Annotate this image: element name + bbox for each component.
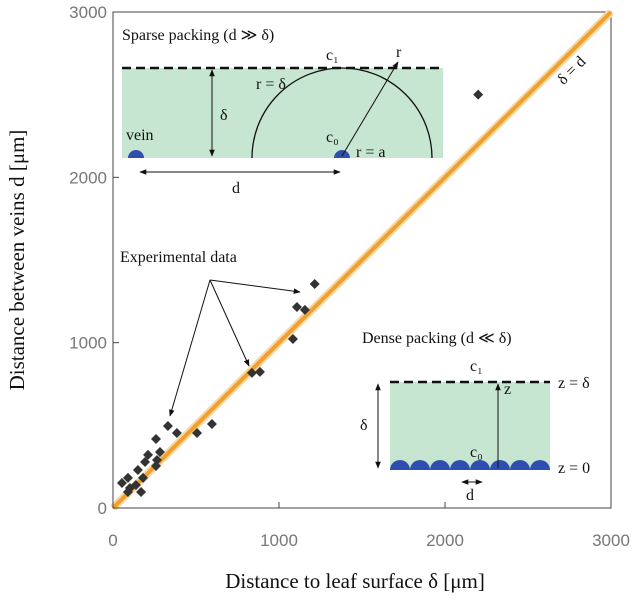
- veins: [390, 460, 550, 470]
- data-point: [309, 278, 320, 289]
- inset-label: z: [504, 381, 511, 398]
- data-point: [291, 301, 302, 312]
- inset-label: c₀: [470, 444, 483, 461]
- data-point: [143, 449, 154, 460]
- plot-frame: [112, 11, 612, 509]
- data-point: [150, 461, 161, 472]
- y-tick-label: 0: [98, 499, 107, 518]
- inset-title: Dense packing (d ≪ δ): [362, 330, 512, 347]
- x-tick-label: 1000: [260, 531, 298, 550]
- data-point: [136, 486, 147, 497]
- data-point: [138, 472, 149, 483]
- data-point: [254, 366, 265, 377]
- data-point: [171, 427, 182, 438]
- annotation-arrow: [209, 279, 301, 294]
- data-point: [162, 420, 173, 431]
- data-point: [154, 446, 165, 457]
- data-point: [122, 486, 133, 497]
- inset-label: δ: [360, 417, 368, 434]
- semicircle: [251, 67, 433, 159]
- y-tick-label: 2000: [69, 168, 107, 187]
- line-layer: [110, 9, 614, 511]
- data-point: [473, 89, 484, 100]
- inset-area: [122, 68, 443, 158]
- x-axis-label: Distance to leaf surface δ [μm]: [225, 569, 485, 593]
- inset-label: d: [466, 487, 474, 504]
- inset-label: r = a: [356, 144, 385, 161]
- inset-label: r: [396, 44, 402, 61]
- inset-label: c₀: [326, 129, 339, 146]
- inset-title: Sparse packing (d ≫ δ): [122, 27, 274, 44]
- dense-inset: Dense packing (d ≪ δ) c₁ z z = δ δ c₀ z …: [360, 330, 590, 504]
- inset-label: z = 0: [558, 460, 590, 477]
- data-point: [299, 304, 310, 315]
- r-arrow: [341, 61, 399, 157]
- data-point: [150, 434, 161, 445]
- data-point: [116, 478, 127, 489]
- data-point: [130, 480, 141, 491]
- inset-label: δ: [220, 107, 228, 124]
- annotation-arrow: [209, 279, 250, 367]
- data-point: [122, 472, 133, 483]
- inset-label: d: [232, 180, 240, 197]
- points-layer: [116, 89, 484, 497]
- data-point: [287, 334, 298, 345]
- x-tick-label: 2000: [426, 531, 464, 550]
- inset-area: [390, 382, 550, 470]
- inset-label: r = δ: [256, 76, 286, 93]
- vein: [128, 150, 144, 158]
- y-axis-label: Distance between veins d [μm]: [5, 130, 29, 391]
- data-point: [140, 457, 151, 468]
- x-tick-label: 3000: [592, 531, 630, 550]
- vein: [334, 150, 350, 158]
- reference-line: [111, 10, 613, 510]
- inset-label: vein: [126, 127, 154, 144]
- data-point: [191, 427, 202, 438]
- annotation-arrow: [169, 279, 211, 417]
- data-point: [246, 367, 257, 378]
- y-tick-label: 3000: [69, 3, 107, 22]
- data-point: [132, 464, 143, 475]
- inset-label: c₁: [326, 47, 339, 64]
- x-tick-label: 0: [108, 531, 117, 550]
- inset-label: c₁: [470, 358, 483, 375]
- sparse-inset: Sparse packing (d ≫ δ) c₁ r r = δ δ vein…: [122, 27, 443, 197]
- inset-label: z = δ: [558, 375, 590, 392]
- y-tick-label: 1000: [69, 334, 107, 353]
- annotation: Experimental data: [120, 249, 237, 266]
- data-point: [206, 419, 217, 430]
